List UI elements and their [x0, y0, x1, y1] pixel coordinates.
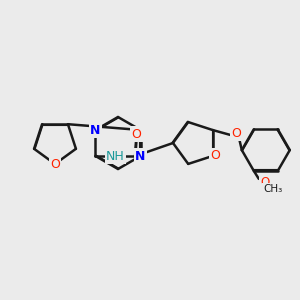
Text: N: N [90, 124, 101, 136]
Text: O: O [260, 176, 269, 189]
Text: O: O [131, 128, 141, 140]
Text: O: O [50, 158, 60, 170]
Text: CH₃: CH₃ [263, 184, 282, 194]
Text: NH: NH [106, 149, 125, 163]
Text: O: O [210, 149, 220, 162]
Text: N: N [135, 149, 146, 163]
Text: O: O [231, 127, 241, 140]
